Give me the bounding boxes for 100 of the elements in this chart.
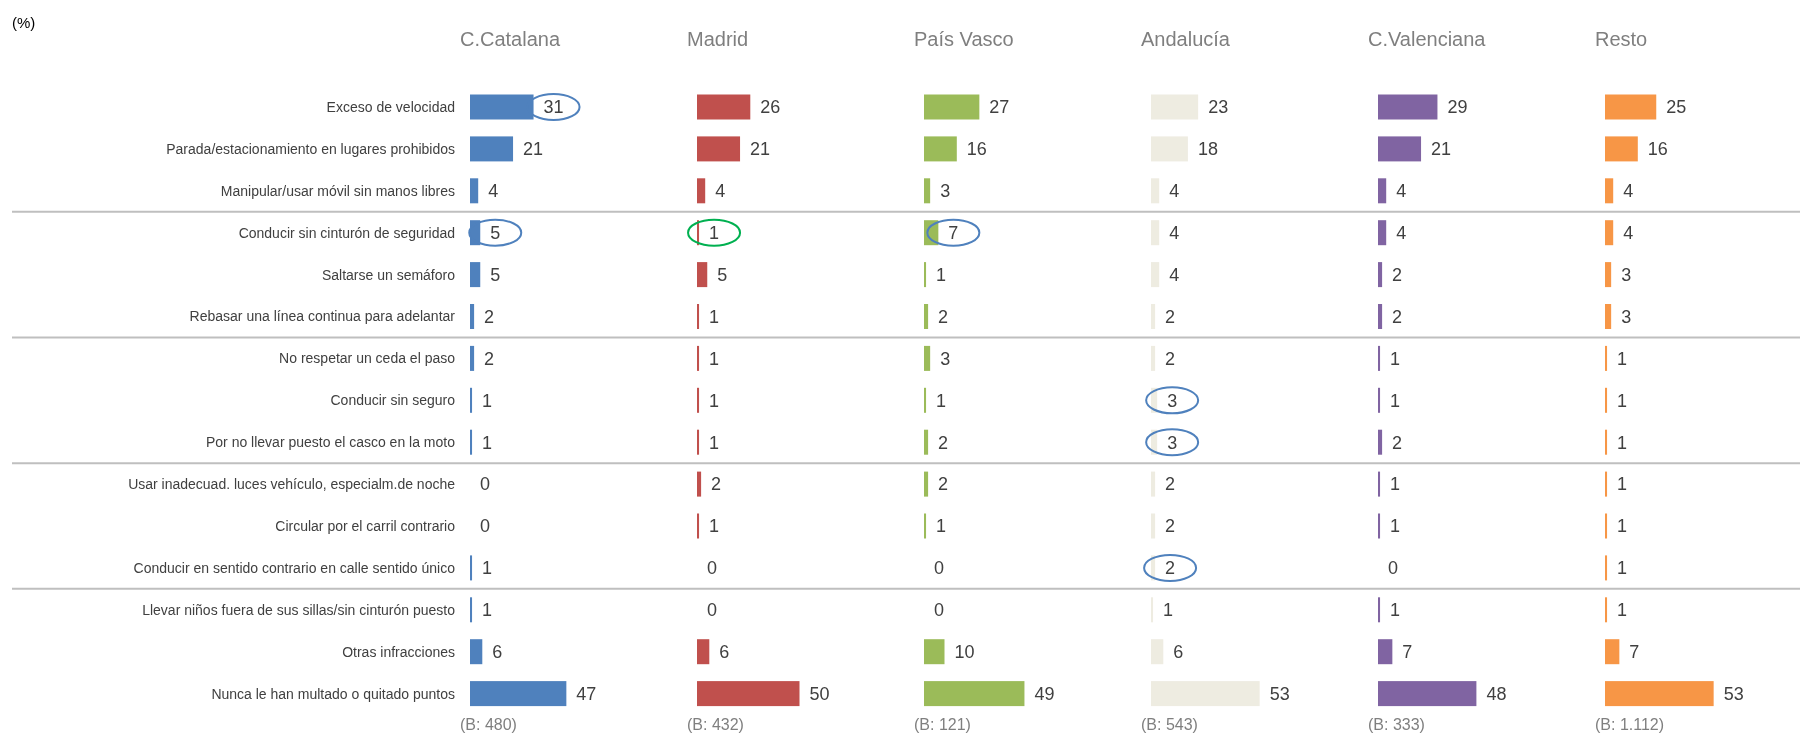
data-label: 31 bbox=[543, 97, 564, 118]
bar bbox=[697, 471, 702, 497]
data-label: 3 bbox=[1621, 306, 1632, 327]
bar bbox=[1378, 387, 1381, 413]
data-label: 1 bbox=[709, 348, 720, 369]
data-label: 1 bbox=[936, 516, 947, 537]
data-label: 4 bbox=[1623, 181, 1634, 202]
y-tick-label: Parada/estacionamiento en lugares prohibidos bbox=[166, 140, 455, 157]
bar bbox=[1605, 471, 1608, 497]
data-label: 0 bbox=[934, 600, 945, 621]
data-label: 6 bbox=[1173, 642, 1184, 662]
bar bbox=[1378, 513, 1381, 539]
data-label: 6 bbox=[719, 642, 730, 662]
data-label: 29 bbox=[1447, 97, 1468, 118]
data-label: 21 bbox=[750, 139, 771, 160]
bar bbox=[924, 639, 945, 665]
data-label: 0 bbox=[480, 474, 491, 495]
data-label: 2 bbox=[1165, 474, 1176, 495]
data-label: 1 bbox=[709, 390, 720, 411]
bar bbox=[1378, 471, 1381, 497]
data-label: 27 bbox=[989, 97, 1010, 118]
y-tick-label: Por no llevar puesto el casco en la moto bbox=[205, 434, 456, 451]
text: (%) bbox=[12, 14, 36, 31]
bar bbox=[1605, 220, 1614, 246]
bar bbox=[697, 387, 700, 413]
bar bbox=[697, 513, 700, 539]
chart-title: C.Valenciana bbox=[1368, 28, 1487, 50]
data-label: 1 bbox=[1390, 348, 1401, 369]
y-tick-label: Exceso de velocidad bbox=[326, 98, 455, 115]
text: (B: 121) bbox=[914, 716, 971, 733]
bar bbox=[1151, 639, 1164, 665]
data-label: 2 bbox=[938, 306, 949, 327]
data-label: 10 bbox=[954, 642, 975, 662]
bar bbox=[470, 597, 473, 623]
data-label: 1 bbox=[1617, 432, 1628, 453]
data-label: 16 bbox=[1647, 139, 1668, 160]
data-label: 7 bbox=[1402, 642, 1413, 662]
bar bbox=[924, 387, 927, 413]
data-label: 1 bbox=[1617, 516, 1628, 537]
data-label: 0 bbox=[480, 516, 491, 537]
bar bbox=[1605, 345, 1608, 371]
bar bbox=[470, 639, 483, 665]
data-label: 1 bbox=[1617, 474, 1628, 495]
bar bbox=[1378, 136, 1422, 162]
bar bbox=[470, 555, 473, 581]
data-label: 2 bbox=[938, 432, 949, 453]
chart-title: Resto bbox=[1595, 28, 1648, 50]
bar bbox=[1605, 513, 1608, 539]
bar bbox=[697, 136, 741, 162]
bar bbox=[924, 136, 957, 162]
bar bbox=[1605, 597, 1608, 623]
bar bbox=[697, 178, 706, 204]
bar bbox=[1151, 304, 1156, 329]
bar bbox=[470, 136, 514, 162]
bar bbox=[1151, 471, 1156, 497]
data-label: 3 bbox=[1167, 432, 1178, 453]
bar bbox=[1151, 681, 1260, 707]
bar bbox=[1378, 262, 1383, 288]
data-label: 1 bbox=[1617, 600, 1628, 621]
data-label: 3 bbox=[940, 348, 951, 369]
bar bbox=[1378, 220, 1387, 246]
data-label: 4 bbox=[1396, 223, 1407, 243]
bar bbox=[470, 345, 475, 371]
chart-title: Madrid bbox=[687, 28, 749, 50]
y-tick-label: Conducir en sentido contrario en calle sentido único bbox=[133, 559, 456, 576]
bar bbox=[924, 681, 1025, 707]
y-tick-label: No respetar un ceda el paso bbox=[279, 350, 456, 367]
bar bbox=[697, 681, 800, 707]
y-tick-label: Rebasar una línea continua para adelantar bbox=[189, 308, 456, 325]
bar bbox=[924, 345, 931, 371]
data-label: 0 bbox=[707, 558, 718, 579]
data-label: 2 bbox=[1165, 306, 1176, 327]
bar bbox=[1151, 94, 1199, 120]
bar bbox=[1605, 639, 1620, 665]
data-label: 23 bbox=[1208, 97, 1229, 118]
y-tick-label: Manipular/usar móvil sin manos libres bbox=[220, 182, 455, 199]
bar bbox=[1151, 262, 1160, 288]
data-label: 5 bbox=[717, 264, 728, 285]
data-label: 2 bbox=[484, 348, 495, 369]
data-label: 1 bbox=[482, 432, 493, 453]
data-label: 1 bbox=[1617, 390, 1628, 411]
data-label: 1 bbox=[482, 390, 493, 411]
data-label: 7 bbox=[948, 223, 959, 243]
chart-title: Andalucía bbox=[1141, 28, 1231, 50]
data-label: 1 bbox=[936, 264, 947, 285]
y-tick-label: Saltarse un semáforo bbox=[321, 266, 456, 283]
data-label: 1 bbox=[1390, 600, 1401, 621]
bar bbox=[1378, 178, 1387, 204]
data-label: 48 bbox=[1486, 683, 1507, 704]
bar bbox=[1378, 429, 1383, 455]
bar bbox=[1151, 345, 1156, 371]
y-tick-label: Conducir sin cinturón de seguridad bbox=[238, 224, 455, 241]
data-label: 25 bbox=[1666, 97, 1687, 118]
data-label: 2 bbox=[1165, 348, 1176, 369]
bar bbox=[1605, 429, 1608, 455]
bar bbox=[1151, 513, 1156, 539]
bar bbox=[924, 513, 927, 539]
bar bbox=[924, 94, 980, 120]
bar bbox=[1605, 178, 1614, 204]
data-label: 49 bbox=[1034, 683, 1055, 704]
